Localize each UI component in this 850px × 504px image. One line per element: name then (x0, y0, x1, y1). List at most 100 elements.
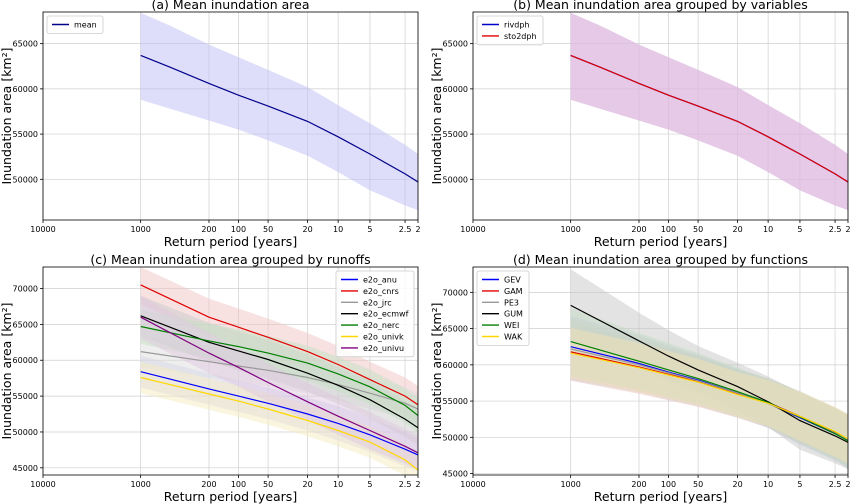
legend: GEV GAM PE3 GUM WEI WAK (476, 270, 530, 346)
legend-label: WAK (504, 333, 523, 342)
x-tick-label: 2.5 (399, 225, 412, 234)
y-ticks: 45000 50000 55000 60000 65000 70000 (13, 285, 43, 473)
y-tick-label: 50000 (13, 428, 38, 437)
line-mean (140, 54, 418, 183)
panel-4: 10000 1000 200 100 50 20 10 5 2.5 2 45000 50000 5500… (429, 252, 850, 504)
y-axis-label: Inundation area [km²] (0, 303, 14, 440)
panel-1: 10000 1000 200 100 50 20 10 5 2.5 2 50000 55000 6000… (0, 0, 421, 249)
x-tick-label: 50 (693, 225, 703, 234)
x-axis-label: Return period [years] (164, 489, 297, 504)
x-tick-label: 50 (263, 225, 273, 234)
x-axis-label: Return period [years] (594, 234, 727, 249)
bands (570, 12, 848, 211)
legend-label: sto2dph (504, 32, 537, 41)
x-tick-label: 10000 (30, 225, 55, 234)
y-axis-label: Inundation area [km²] (0, 48, 14, 185)
x-tick-label: 100 (661, 225, 676, 234)
x-tick-label: 2 (415, 225, 420, 234)
x-ticks: 10000 1000 200 100 50 20 10 5 2.5 2 (460, 220, 850, 234)
line-e2o_univu (140, 316, 418, 454)
y-tick-label: 65000 (443, 40, 468, 49)
line-e2o_nerc (140, 325, 418, 416)
x-tick-label: 2.5 (829, 225, 842, 234)
x-tick-label: 10 (763, 225, 773, 234)
x-tick-label: 10000 (460, 480, 485, 489)
series-lines (570, 304, 848, 443)
y-tick-label: 45000 (13, 464, 38, 473)
x-tick-label: 20 (303, 480, 313, 489)
y-ticks: 45000 50000 55000 60000 65000 70000 (443, 288, 473, 479)
x-tick-label: 200 (201, 225, 216, 234)
x-ticks: 10000 1000 200 100 50 20 10 5 2.5 2 (30, 220, 421, 234)
line-e2o_anu (140, 371, 418, 456)
band-e2o_univk (140, 361, 418, 475)
y-ticks: 50000 55000 60000 65000 (13, 40, 43, 184)
y-axis-label: Inundation area [km²] (429, 303, 444, 440)
legend-label: WEI (504, 321, 519, 330)
x-tick-label: 5 (367, 480, 372, 489)
x-tick-label: 20 (733, 480, 743, 489)
x-tick-label: 200 (631, 480, 646, 489)
x-tick-label: 5 (797, 225, 802, 234)
band-mean (140, 12, 418, 211)
x-tick-label: 200 (201, 480, 216, 489)
x-tick-label: 10000 (30, 480, 55, 489)
bands (570, 269, 848, 470)
x-tick-label: 5 (797, 480, 802, 489)
x-axis-label: Return period [years] (164, 234, 297, 249)
y-tick-label: 50000 (443, 175, 468, 184)
bands (140, 12, 418, 211)
x-tick-label: 10 (763, 480, 773, 489)
series-lines (140, 284, 418, 471)
x-tick-label: 2.5 (829, 480, 842, 489)
legend-label: e2o_univk (363, 333, 404, 342)
x-tick-label: 50 (693, 480, 703, 489)
y-tick-label: 65000 (13, 320, 38, 329)
x-tick-label: 1000 (130, 225, 150, 234)
bands (140, 267, 418, 475)
y-ticks: 50000 55000 60000 65000 (443, 40, 473, 184)
legend-label: GEV (504, 276, 521, 285)
legend-label: e2o_cnrs (363, 287, 399, 296)
series-lines (140, 54, 418, 183)
x-axis-label: Return period [years] (594, 489, 727, 504)
legend-label: GUM (504, 310, 523, 319)
band-sto2dph (570, 12, 848, 211)
chart-title: (d) Mean inundation area grouped by func… (513, 252, 808, 267)
y-tick-label: 55000 (443, 397, 468, 406)
legend-label: e2o_univu (363, 344, 404, 353)
x-tick-label: 5 (367, 225, 372, 234)
x-tick-label: 2 (845, 480, 850, 489)
y-tick-label: 55000 (443, 130, 468, 139)
panel-3: 10000 1000 200 100 50 20 10 5 2.5 2 45000 50000 5500… (0, 252, 421, 504)
x-tick-label: 1000 (560, 225, 580, 234)
line-sto2dph (570, 54, 848, 183)
line-WAK (570, 352, 848, 440)
chart-title: (a) Mean inundation area (151, 0, 309, 12)
x-tick-label: 2 (845, 225, 850, 234)
legend-label: e2o_anu (363, 276, 397, 285)
chart-title: (c) Mean inundation area grouped by runo… (90, 252, 370, 267)
legend-label: GAM (504, 287, 523, 296)
line-e2o_jrc (140, 351, 418, 410)
y-tick-label: 70000 (13, 285, 38, 294)
plot-frame (42, 11, 419, 221)
x-ticks: 10000 1000 200 100 50 20 10 5 2.5 2 (460, 475, 850, 489)
y-tick-label: 60000 (13, 85, 38, 94)
panel-2: 10000 1000 200 100 50 20 10 5 2.5 2 50000 55000 6000… (429, 0, 850, 249)
y-tick-label: 70000 (443, 288, 468, 297)
y-tick-label: 65000 (13, 40, 38, 49)
legend-box (335, 270, 415, 358)
plot-frame (472, 11, 849, 221)
plot-frame (42, 266, 419, 476)
legend-box (476, 15, 544, 46)
x-tick-label: 100 (231, 225, 246, 234)
x-tick-label: 1000 (130, 480, 150, 489)
y-axis-label: Inundation area [km²] (429, 48, 444, 185)
x-tick-label: 1000 (560, 480, 580, 489)
chart-title: (b) Mean inundation area grouped by vari… (513, 0, 807, 12)
x-tick-label: 10 (333, 225, 343, 234)
legend-label: e2o_jrc (363, 298, 392, 307)
legend: rivdph sto2dph (476, 15, 544, 46)
